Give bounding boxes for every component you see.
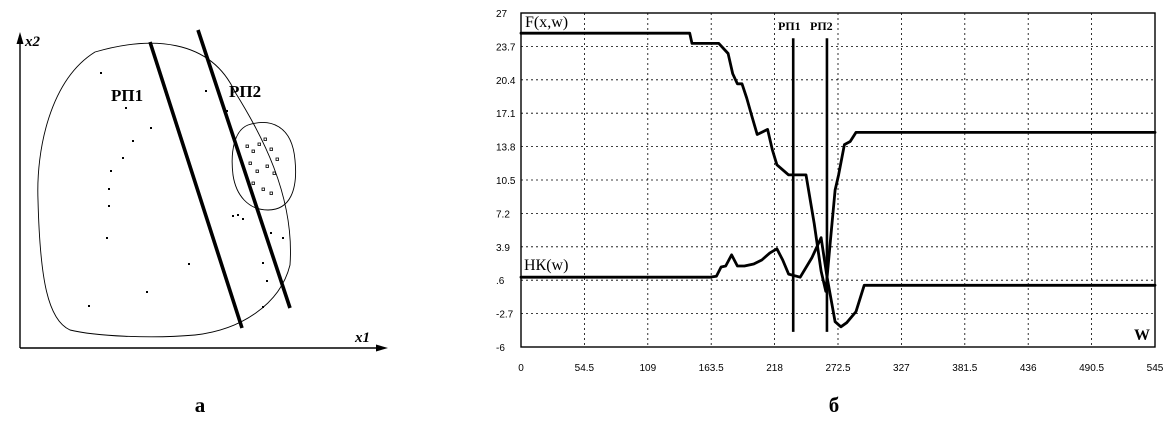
y-tick-label: 10.5 bbox=[496, 176, 516, 187]
data-point-hollow bbox=[245, 144, 249, 148]
y-tick-label: 27 bbox=[496, 9, 508, 20]
plane-1-label: РП1 bbox=[111, 86, 143, 105]
y-tick-label: 17.1 bbox=[496, 109, 516, 120]
y-tick-labels: 27 23.7 20.4 17.1 13.8 10.5 7.2 3.9 .6 -2.7 -6 bbox=[496, 9, 516, 354]
data-point bbox=[242, 218, 244, 220]
y-tick-label: 23.7 bbox=[496, 42, 516, 53]
y-tick-label: 7.2 bbox=[496, 209, 510, 220]
series-line-f bbox=[519, 31, 1157, 293]
data-point bbox=[108, 205, 110, 207]
data-point bbox=[270, 232, 272, 234]
data-point bbox=[282, 237, 284, 239]
x1-axis-label: x1 bbox=[354, 330, 370, 346]
data-point-hollow bbox=[257, 142, 261, 146]
data-point bbox=[108, 188, 110, 190]
data-point bbox=[262, 262, 264, 264]
data-point bbox=[125, 107, 127, 109]
series-nk-label: НК(w) bbox=[524, 257, 568, 274]
data-point-hollow bbox=[269, 147, 273, 151]
small-class-region bbox=[231, 122, 297, 211]
x-tick-label: 218 bbox=[766, 363, 783, 374]
class-1-points bbox=[88, 72, 284, 308]
x-tick-label: 490.5 bbox=[1079, 363, 1104, 374]
series-lines bbox=[519, 31, 1157, 329]
data-point-hollow bbox=[261, 187, 265, 191]
data-point-hollow bbox=[275, 157, 279, 161]
y-tick-label: -2.7 bbox=[496, 310, 514, 321]
data-point-hollow bbox=[272, 171, 276, 175]
y-tick-label: 20.4 bbox=[496, 76, 516, 87]
right-chart: 27 23.7 20.4 17.1 13.8 10.5 7.2 3.9 .6 -2.7 -6 0 54… bbox=[496, 9, 1164, 417]
large-class-region bbox=[37, 42, 291, 338]
data-point bbox=[146, 291, 148, 293]
data-point bbox=[122, 157, 124, 159]
grid bbox=[521, 13, 1155, 347]
x-axis-label: W bbox=[1134, 327, 1150, 344]
data-point bbox=[232, 215, 234, 217]
y-tick-label: 3.9 bbox=[496, 243, 510, 254]
x2-axis-label: x2 bbox=[24, 34, 41, 50]
x-tick-label: 545 bbox=[1147, 363, 1164, 374]
data-point-hollow bbox=[251, 149, 255, 153]
data-point-hollow bbox=[248, 161, 252, 165]
data-point bbox=[237, 214, 239, 216]
data-point bbox=[205, 90, 207, 92]
data-point-hollow bbox=[263, 137, 267, 141]
separating-plane-1 bbox=[148, 41, 244, 329]
x-tick-label: 436 bbox=[1020, 363, 1037, 374]
data-point bbox=[100, 72, 102, 74]
data-point-hollow bbox=[269, 191, 273, 195]
x-tick-label: 54.5 bbox=[575, 363, 595, 374]
y-tick-label: .6 bbox=[496, 276, 505, 287]
data-point bbox=[188, 263, 190, 265]
data-point bbox=[106, 237, 108, 239]
x-tick-label: 272.5 bbox=[825, 363, 850, 374]
left-scatter-figure: x2 x1 РП1 РП2 bbox=[16, 29, 388, 417]
data-point bbox=[88, 305, 90, 307]
plane-2-label: РП2 bbox=[229, 82, 261, 101]
data-point bbox=[132, 140, 134, 142]
x-tick-label: 0 bbox=[518, 363, 524, 374]
x-tick-label: 327 bbox=[893, 363, 910, 374]
series-line-nk bbox=[519, 236, 1157, 329]
data-point-hollow bbox=[255, 169, 259, 173]
data-point bbox=[226, 110, 228, 112]
marker-2-label: РП2 bbox=[810, 19, 833, 33]
data-point bbox=[262, 306, 264, 308]
vertical-markers bbox=[791, 38, 829, 332]
separating-plane-2 bbox=[196, 29, 292, 309]
data-point-hollow bbox=[265, 164, 269, 168]
data-point bbox=[110, 170, 112, 172]
data-point bbox=[150, 127, 152, 129]
series-f-label: F(x,w) bbox=[525, 14, 568, 31]
class-2-points bbox=[245, 137, 279, 195]
data-point-hollow bbox=[251, 181, 255, 185]
caption-b: б bbox=[829, 393, 840, 417]
x2-axis-arrow bbox=[16, 32, 24, 44]
data-point bbox=[222, 270, 224, 272]
x-tick-label: 163.5 bbox=[699, 363, 724, 374]
caption-a: а bbox=[195, 393, 206, 417]
x1-axis-arrow bbox=[376, 344, 388, 352]
x-tick-label: 381.5 bbox=[952, 363, 977, 374]
x-tick-labels: 0 54.5 109 163.5 218 272.5 327 381.5 436 490.5 545 bbox=[518, 363, 1164, 374]
marker-1-label: РП1 bbox=[778, 19, 801, 33]
data-point bbox=[266, 280, 268, 282]
y-tick-label: -6 bbox=[496, 343, 505, 354]
x-tick-label: 109 bbox=[639, 363, 656, 374]
y-tick-label: 13.8 bbox=[496, 143, 516, 154]
